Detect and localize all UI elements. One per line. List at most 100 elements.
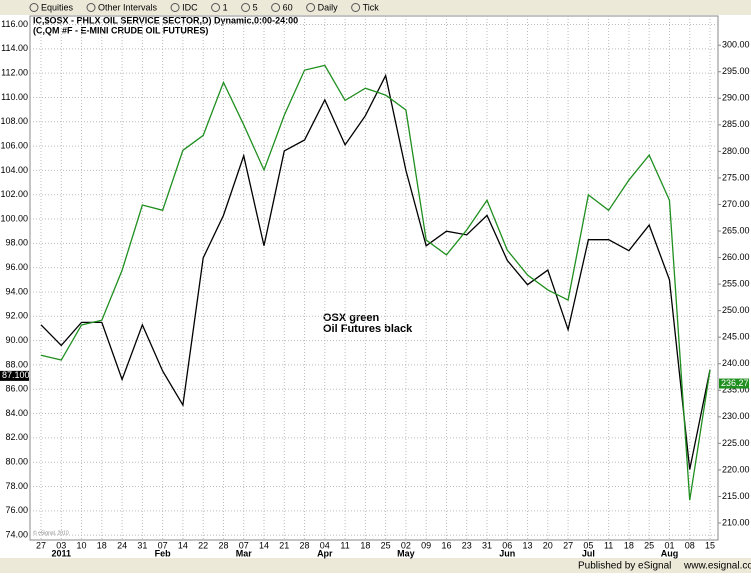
y-tick-label: 104.00 [0, 165, 28, 175]
x-tick-label: 08 [685, 540, 695, 550]
x-tick-label: 11 [340, 540, 349, 550]
x-tick-label: 24 [117, 540, 127, 550]
toolbar-button[interactable]: Tick [363, 2, 380, 12]
x-tick-label: 22 [198, 540, 208, 550]
y-tick-label: 102.00 [0, 189, 28, 199]
y-tick-label: 100.00 [0, 213, 28, 223]
y2-tick-label: 285.00 [722, 119, 750, 129]
y2-tick-label: 280.00 [722, 146, 750, 156]
y2-tick-label: 230.00 [722, 411, 750, 421]
x-tick-label: 25 [381, 540, 391, 550]
x-tick-label: 18 [97, 540, 107, 550]
toolbar-button[interactable]: Equities [41, 2, 74, 12]
toolbar-button[interactable]: 5 [253, 2, 258, 12]
x-tick-label: 15 [705, 540, 715, 550]
y-tick-label: 112.00 [1, 68, 28, 78]
current-value-box [0, 370, 29, 381]
toolbar-icon [170, 3, 180, 12]
y-tick-label: 74.00 [5, 530, 28, 540]
month-label: 2011 [52, 548, 72, 558]
y-tick-label: 114.00 [1, 43, 28, 53]
y2-tick-label: 240.00 [722, 358, 750, 368]
y2-tick-label: 250.00 [722, 305, 750, 315]
plot-frame [29, 15, 719, 541]
x-tick-label: 31 [137, 540, 147, 550]
toolbar-icon [211, 3, 221, 12]
chart-panel [0, 15, 751, 558]
x-tick-label: 27 [563, 540, 573, 550]
x-tick-label: 27 [36, 540, 46, 550]
toolbar-button[interactable]: Daily [318, 2, 339, 12]
x-tick-label: 01 [664, 540, 674, 550]
y-tick-label: 76.00 [5, 505, 28, 515]
x-tick-label: 07 [158, 540, 168, 550]
x-tick-label: 25 [644, 540, 654, 550]
x-tick-label: 14 [178, 540, 188, 550]
toolbar [0, 0, 751, 15]
month-label: Apr [317, 548, 333, 558]
y2-tick-label: 300.00 [722, 40, 750, 50]
toolbar-icon [271, 3, 281, 12]
footer-url: www.esignal.com [683, 561, 751, 572]
y-tick-label: 78.00 [5, 481, 28, 491]
footer [0, 558, 751, 573]
x-tick-label: 10 [77, 540, 87, 550]
y-tick-label: 84.00 [5, 408, 28, 418]
y-tick-label: 86.00 [5, 384, 28, 394]
month-label: May [397, 548, 415, 558]
toolbar-icon [29, 3, 39, 12]
x-tick-label: 21 [279, 540, 289, 550]
x-tick-label: 16 [441, 540, 451, 550]
toolbar-button[interactable]: 60 [283, 2, 293, 12]
toolbar-button[interactable]: 1 [223, 2, 228, 12]
y-tick-label: 80.00 [5, 457, 28, 467]
toolbar-icon [241, 3, 251, 12]
toolbar-button[interactable]: IDC [182, 2, 198, 12]
month-label: Mar [236, 548, 253, 558]
y-tick-label: 88.00 [5, 359, 28, 369]
chart-subtitle: (C,QM #F - E-MINI CRUDE OIL FUTURES) [33, 25, 208, 35]
toolbar-icon [351, 3, 361, 12]
x-tick-label: 20 [543, 540, 553, 550]
y-tick-label: 92.00 [5, 311, 28, 321]
x-tick-label: 28 [300, 540, 310, 550]
x-tick-label: 28 [218, 540, 228, 550]
x-tick-label: 09 [421, 540, 431, 550]
x-tick-label: 18 [624, 540, 634, 550]
y-tick-label: 82.00 [5, 432, 28, 442]
y-tick-label: 116.00 [1, 19, 28, 29]
y2-tick-label: 235.00 [722, 385, 750, 395]
y2-tick-label: 275.00 [722, 172, 750, 182]
x-tick-label: 13 [523, 540, 533, 550]
x-tick-label: 02 [401, 540, 411, 550]
y-tick-label: 110.00 [1, 92, 28, 102]
y2-tick-label: 215.00 [722, 491, 750, 501]
y2-tick-label: 265.00 [722, 225, 750, 235]
month-label: Aug [661, 548, 679, 558]
y-tick-label: 98.00 [5, 238, 28, 248]
series-line [40, 64, 711, 501]
y2-tick-label: 290.00 [722, 93, 750, 103]
toolbar-button[interactable]: Other Intervals [98, 2, 158, 12]
y2-tick-label: 270.00 [722, 199, 750, 209]
x-tick-label: 11 [604, 540, 613, 550]
y-tick-label: 108.00 [0, 116, 28, 126]
y2-tick-label: 245.00 [722, 332, 750, 342]
x-tick-label: 31 [482, 540, 492, 550]
current-value-label: 87.100 [2, 370, 30, 380]
current-value-label: 236.27 [721, 378, 749, 388]
x-tick-label: 04 [320, 540, 330, 550]
x-tick-label: 07 [239, 540, 249, 550]
y-tick-label: 94.00 [5, 286, 28, 296]
y2-tick-label: 260.00 [722, 252, 750, 262]
x-tick-label: 03 [56, 540, 66, 550]
x-tick-label: 18 [360, 540, 370, 550]
chart-title: IC,$OSX - PHLX OIL SERVICE SECTOR,D) Dyn… [33, 15, 298, 25]
annotation: OSX green [323, 312, 380, 324]
x-tick-label: 23 [462, 540, 472, 550]
y2-tick-label: 220.00 [722, 464, 750, 474]
watermark: © eSignal, 2010 [33, 529, 69, 536]
y-tick-label: 106.00 [0, 140, 28, 150]
y2-tick-label: 255.00 [722, 278, 750, 288]
